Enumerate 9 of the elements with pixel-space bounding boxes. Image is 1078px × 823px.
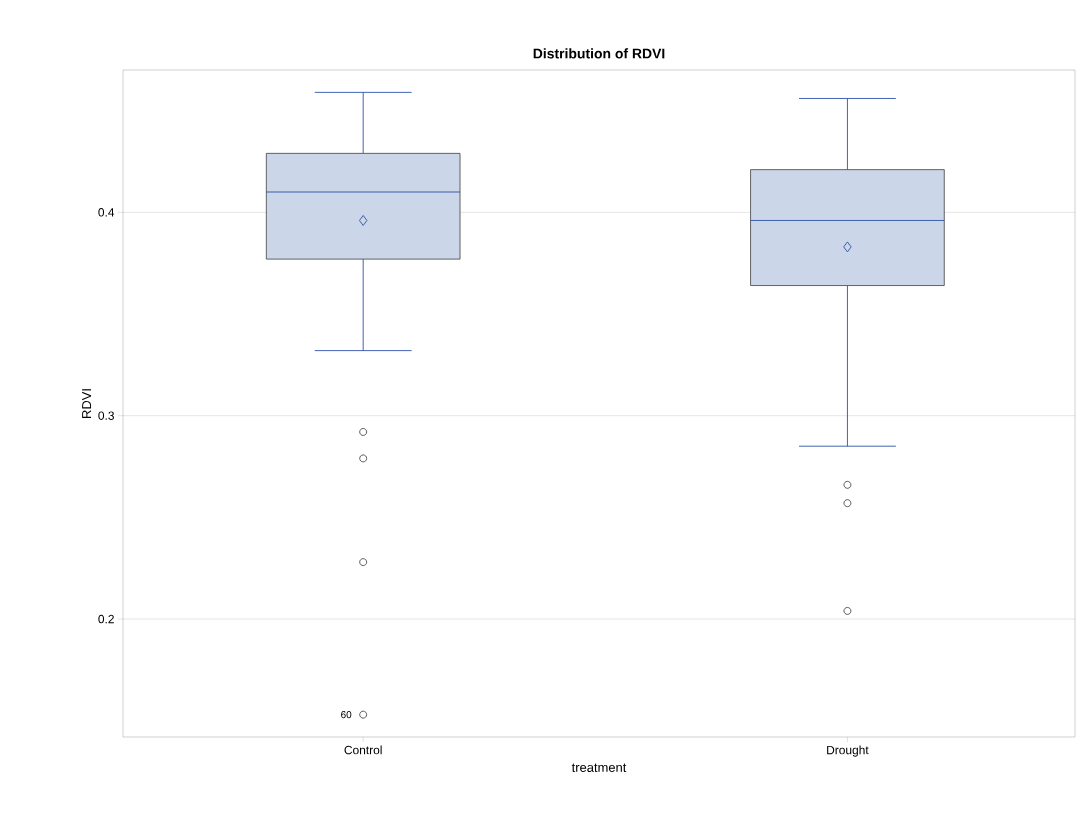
annotation: 60: [341, 711, 352, 719]
x-axis-title: treatment: [571, 763, 627, 772]
chart-title: Distribution of RDVI: [533, 48, 665, 59]
y-axis-title: RDVI: [82, 389, 92, 418]
y-tick-label: 0.3: [98, 411, 114, 420]
x-tick-label: Drought: [827, 745, 869, 757]
y-tick-label: 0.4: [98, 208, 115, 217]
x-tick-label: Control: [344, 745, 382, 755]
y-tick-label: 0.2: [98, 614, 114, 624]
